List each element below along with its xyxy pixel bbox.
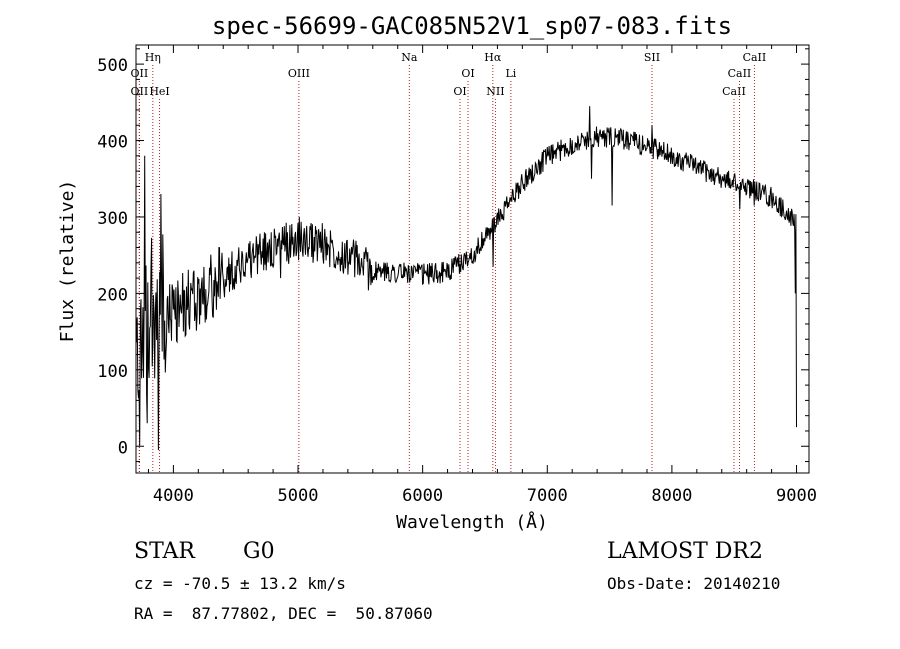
chart-title: spec-56699-GAC085N52V1_sp07-083.fits	[212, 12, 732, 40]
x-tick-label: 4000	[153, 486, 194, 506]
y-axis: 0 100 200 300 400 500	[97, 48, 809, 463]
line-marker-label: Na	[401, 51, 418, 64]
obs-date-text: Obs-Date: 20140210	[607, 574, 781, 593]
y-tick-label: 300	[97, 209, 128, 229]
line-marker-label: CaII	[743, 51, 767, 64]
x-tick-label: 9000	[776, 486, 817, 506]
y-tick-label: 500	[97, 56, 128, 76]
x-tick-label: 7000	[527, 486, 568, 506]
line-marker-label: NII	[486, 85, 504, 98]
y-tick-label: 0	[118, 438, 128, 458]
line-marker-label: CaII	[728, 67, 752, 80]
x-axis: 4000 5000 6000 7000 8000 9000	[147, 45, 817, 506]
line-marker-label: Li	[505, 67, 516, 80]
survey-name: LAMOST DR2	[607, 539, 763, 564]
line-marker-label: HeI	[149, 85, 169, 98]
line-marker-label: OI	[461, 67, 474, 80]
line-marker-label: OII	[131, 85, 149, 98]
y-tick-label: 400	[97, 133, 128, 153]
line-marker-label: OI	[453, 85, 466, 98]
line-marker-label: OII	[131, 67, 149, 80]
coordinates-text: RA = 87.77802, DEC = 50.87060	[134, 604, 433, 623]
object-class: STAR	[134, 539, 195, 564]
line-marker-label: OIII	[288, 67, 310, 80]
y-tick-label: 100	[97, 362, 128, 382]
spectrum-line	[135, 106, 797, 451]
x-tick-label: 8000	[651, 486, 692, 506]
line-marker-label: Hη	[145, 51, 161, 64]
line-marker-label: CaII	[722, 85, 746, 98]
y-tick-label: 200	[97, 285, 128, 305]
spectral-subclass: G0	[243, 539, 275, 564]
y-axis-label: Flux (relative)	[57, 180, 78, 343]
x-axis-label: Wavelength (Å)	[396, 511, 548, 533]
x-tick-label: 6000	[402, 486, 443, 506]
line-marker-label: SII	[644, 51, 660, 64]
redshift-text: cz = -70.5 ± 13.2 km/s	[134, 574, 346, 593]
plot-frame	[135, 44, 810, 474]
x-tick-label: 5000	[278, 486, 319, 506]
line-marker-label: Hα	[484, 51, 502, 64]
